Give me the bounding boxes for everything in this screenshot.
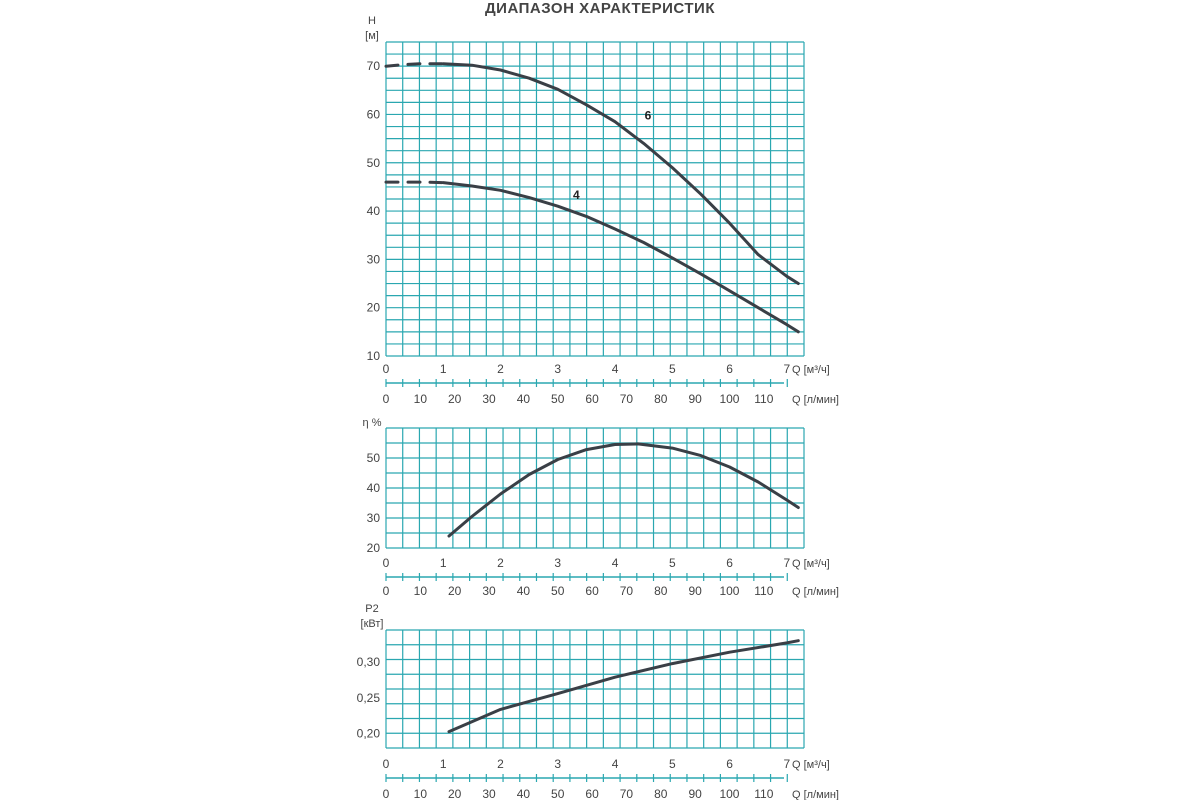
x-tick-label-m3h: 5 [669,757,676,771]
chart-title: ДИАПАЗОН ХАРАКТЕРИСТИК [485,0,715,17]
x-tick-label-m3h: 2 [497,362,504,376]
y-tick-label: 30 [367,252,381,266]
x-axis-label-lmin: Q [л/мин] [792,586,839,598]
curve-efficiency [447,442,800,538]
y-tick-label: 30 [367,511,381,525]
x-tick-label-m3h: 0 [383,757,390,771]
x-tick-label-lmin: 60 [585,392,599,406]
y-tick-label: 10 [367,349,381,363]
x-tick-label-m3h: 7 [783,556,790,570]
x-axis-label-m3h: Q [м³/ч] [792,558,830,570]
y-tick-label: 20 [367,301,381,315]
x-tick-label-lmin: 110 [754,392,773,406]
x-tick-label-lmin: 100 [719,787,739,800]
curve-6 [441,62,800,285]
x-axis-label-lmin: Q [л/мин] [792,394,839,406]
x-tick-label-m3h: 5 [669,362,676,376]
x-tick-label-lmin: 100 [719,584,739,598]
x-tick-label-m3h: 3 [554,757,561,771]
x-tick-label-m3h: 4 [612,362,619,376]
x-tick-label-m3h: 1 [440,362,447,376]
x-tick-label-m3h: 0 [383,556,390,570]
y-tick-label: 70 [367,59,381,73]
x-tick-label-m3h: 3 [554,362,561,376]
x-tick-label-lmin: 30 [482,392,496,406]
x-tick-label-lmin: 70 [620,584,634,598]
x-tick-label-lmin: 100 [719,392,739,406]
x-tick-label-lmin: 30 [482,787,496,800]
x-tick-label-lmin: 0 [383,584,390,598]
y-tick-label: 40 [367,204,381,218]
y-axis-label: P2 [365,603,378,615]
curve-dashed-4 [384,180,445,185]
x-tick-label-m3h: 6 [726,362,733,376]
x-tick-label-lmin: 80 [654,787,668,800]
x-tick-label-m3h: 1 [440,556,447,570]
x-tick-label-lmin: 10 [414,392,428,406]
x-tick-label-lmin: 30 [482,584,496,598]
y-tick-label: 50 [367,451,381,465]
x-tick-label-m3h: 7 [783,757,790,771]
curve-4 [441,181,800,334]
curve-label: 4 [573,188,580,202]
curve-power [447,639,800,734]
x-tick-label-lmin: 60 [585,787,599,800]
y-axis-unit: [м] [365,30,379,42]
x-axis-label-m3h: Q [м³/ч] [792,364,830,376]
x-axis-label-m3h: Q [м³/ч] [792,759,830,771]
x-tick-label-lmin: 80 [654,584,668,598]
x-tick-label-m3h: 4 [612,556,619,570]
y-tick-label: 40 [367,481,381,495]
x-tick-label-lmin: 40 [517,787,531,800]
y-axis-label: H [368,15,376,27]
x-tick-label-lmin: 40 [517,584,531,598]
y-tick-label: 0,30 [357,655,381,669]
x-tick-label-m3h: 1 [440,757,447,771]
y-tick-label: 20 [367,541,381,555]
y-tick-label: 60 [367,107,381,121]
x-tick-label-lmin: 20 [448,584,462,598]
y-tick-label: 50 [367,156,381,170]
x-tick-label-lmin: 90 [688,787,702,800]
x-tick-label-lmin: 50 [551,392,565,406]
x-tick-label-lmin: 110 [754,584,773,598]
x-tick-label-lmin: 0 [383,392,390,406]
curve-dashed-6 [384,62,445,68]
y-tick-label: 0,20 [357,727,381,741]
y-axis-unit: [кВт] [361,618,384,630]
x-tick-label-lmin: 90 [688,584,702,598]
x-tick-label-m3h: 3 [554,556,561,570]
x-tick-label-m3h: 7 [783,362,790,376]
x-tick-label-lmin: 20 [448,787,462,800]
x-tick-label-lmin: 110 [754,787,773,800]
x-tick-label-lmin: 70 [620,392,634,406]
x-tick-label-lmin: 70 [620,787,634,800]
x-tick-label-lmin: 40 [517,392,531,406]
curve-label: 6 [645,108,652,122]
x-tick-label-lmin: 20 [448,392,462,406]
x-tick-label-lmin: 0 [383,787,390,800]
x-tick-label-lmin: 90 [688,392,702,406]
x-tick-label-m3h: 5 [669,556,676,570]
x-tick-label-lmin: 80 [654,392,668,406]
x-tick-label-m3h: 0 [383,362,390,376]
x-tick-label-lmin: 50 [551,787,565,800]
x-tick-label-m3h: 4 [612,757,619,771]
x-tick-label-m3h: 2 [497,757,504,771]
y-tick-label: 0,25 [357,691,381,705]
x-axis-label-lmin: Q [л/мин] [792,789,839,800]
x-tick-label-m3h: 2 [497,556,504,570]
x-tick-label-lmin: 60 [585,584,599,598]
x-tick-label-lmin: 50 [551,584,565,598]
x-tick-label-lmin: 10 [414,584,428,598]
x-tick-label-m3h: 6 [726,757,733,771]
x-tick-label-lmin: 10 [414,787,428,800]
x-tick-label-m3h: 6 [726,556,733,570]
y-axis-label: η % [363,417,382,429]
